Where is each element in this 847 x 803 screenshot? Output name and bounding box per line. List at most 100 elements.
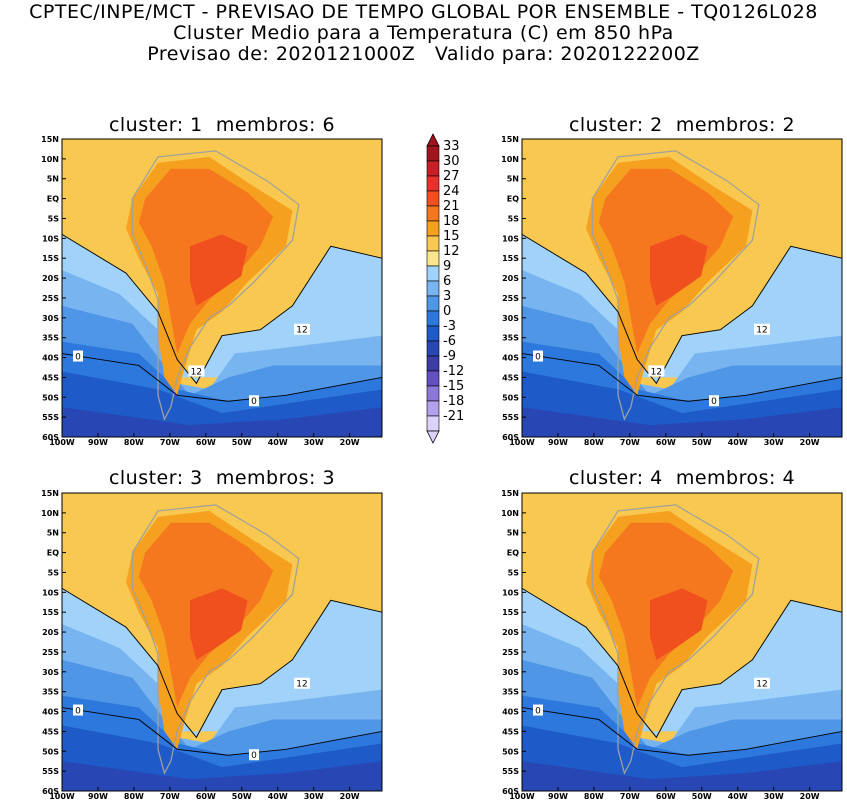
colorbar-swatch [426,400,440,417]
lat-tick-label: 45S [42,727,59,736]
contour-label-0: 0 [251,397,257,407]
lat-tick-label: 15N [41,135,59,144]
colorbar-swatch [426,265,440,282]
contour-band--6 [62,407,382,437]
colorbar-label: 12 [443,244,460,259]
coastline [131,150,300,421]
lon-tick-label: 30W [304,438,324,447]
lat-tick-label: 15S [502,608,519,617]
lat-tick-label: 25S [42,648,59,657]
warm-core-24 [650,588,708,660]
isotherm-0 [62,353,382,402]
lat-tick-label: 55S [502,413,519,422]
figure-subtitle: Cluster Medio para a Temperatura (C) em … [173,22,674,44]
contour-label-12: 12 [756,680,767,690]
lat-tick-label: 35S [42,334,59,343]
lat-tick-label: 45S [42,373,59,382]
lat-tick-label: 5S [48,568,60,577]
lon-tick-label: 60W [656,438,676,447]
colorbar-top-arrow [426,133,440,147]
contour-label-0: 0 [75,707,81,717]
colorbar-label: 18 [443,214,460,229]
colorbar-swatch [426,370,440,387]
lat-tick-label: 15N [501,489,519,498]
lat-tick-label: 10S [502,234,519,243]
lon-tick-label: 80W [584,792,604,801]
panel-2-title: cluster: 2 membros: 2 [568,114,796,136]
isotherm-12 [522,233,842,385]
colorbar-label: -9 [443,349,456,364]
isotherm-0 [522,707,842,756]
contour-band--6 [522,407,842,437]
colorbar-swatch [426,235,440,252]
lon-tick-label: 80W [124,792,144,801]
lat-tick-label: 5N [507,175,519,184]
lat-tick-label: 10N [41,155,59,164]
contour-label-12: 12 [296,326,307,336]
lat-tick-label: EQ [507,195,519,204]
lat-tick-label: 15S [502,254,519,263]
colorbar-swatch [426,340,440,357]
lat-tick-label: 5S [48,214,60,223]
lat-tick-label: 30S [42,314,59,323]
lat-tick-label: 30S [502,314,519,323]
lat-tick-label: 60S [502,787,519,796]
lat-tick-label: 5N [47,529,59,538]
lat-tick-label: 35S [42,688,59,697]
lat-tick-label: 10S [42,234,59,243]
panel-3-title: cluster: 3 membros: 3 [108,467,336,489]
lon-tick-label: 40W [728,438,748,447]
lat-tick-label: 40S [42,354,59,363]
lon-tick-label: 40W [268,792,288,801]
lat-tick-label: 55S [42,767,59,776]
lon-tick-label: 50W [232,792,252,801]
lat-tick-label: 20S [42,628,59,637]
map-frame [61,138,383,438]
colorbar-label: 30 [443,154,460,169]
colorbar-swatch [426,175,440,192]
figure-title: CPTEC/INPE/MCT - PREVISAO DE TEMPO GLOBA… [29,1,818,23]
lat-tick-label: 50S [42,747,59,756]
colorbar-label: -18 [443,394,464,409]
lat-tick-label: 10N [501,509,519,518]
panel-1-title: cluster: 1 membros: 6 [108,114,336,136]
lon-tick-label: 100W [49,438,75,447]
lat-tick-label: 15N [41,489,59,498]
contour-label-12: 12 [651,367,662,377]
lon-tick-label: 100W [49,792,75,801]
lat-tick-label: 45S [502,727,519,736]
colorbar-label: 27 [443,169,460,184]
colorbar-label: 9 [443,259,451,274]
lat-tick-label: 10N [501,155,519,164]
colorbar-label: -15 [443,379,464,394]
colorbar-swatch [426,190,440,207]
lon-tick-label: 30W [304,792,324,801]
lat-tick-label: 20S [502,274,519,283]
lat-tick-label: 35S [502,334,519,343]
warm-core-24 [650,234,708,306]
lon-tick-label: 60W [196,792,216,801]
lon-tick-label: 50W [692,438,712,447]
coastline [591,150,760,421]
colorbar-label: 6 [443,274,451,289]
lon-tick-label: 60W [196,438,216,447]
colorbar-bottom-arrow [426,430,440,444]
lon-tick-label: 70W [620,792,640,801]
map-panel-2: 12 12 0 0 15N 10N 5N EQ 5S 10S 15S 20S 25S 30S 35S 40S 4… [501,135,843,447]
lat-tick-label: 30S [502,668,519,677]
lon-tick-label: 100W [509,792,535,801]
map-panel-1: 12 12 0 0 15N 10N 5N EQ 5S 10S 15S 20S 25S 30S 35S 40S 4… [41,135,383,447]
lon-tick-label: 30W [764,438,784,447]
contour-label-12: 12 [191,367,202,377]
lat-tick-label: 55S [502,767,519,776]
warm-core-24 [190,234,248,306]
lat-tick-label: 50S [502,747,519,756]
lon-tick-label: 100W [509,438,535,447]
lat-tick-label: 50S [42,393,59,402]
isotherm-0 [62,707,382,756]
lon-tick-label: 90W [88,792,108,801]
warm-core-24 [190,588,248,660]
colorbar-label: 3 [443,289,451,304]
colorbar-swatch [426,295,440,312]
